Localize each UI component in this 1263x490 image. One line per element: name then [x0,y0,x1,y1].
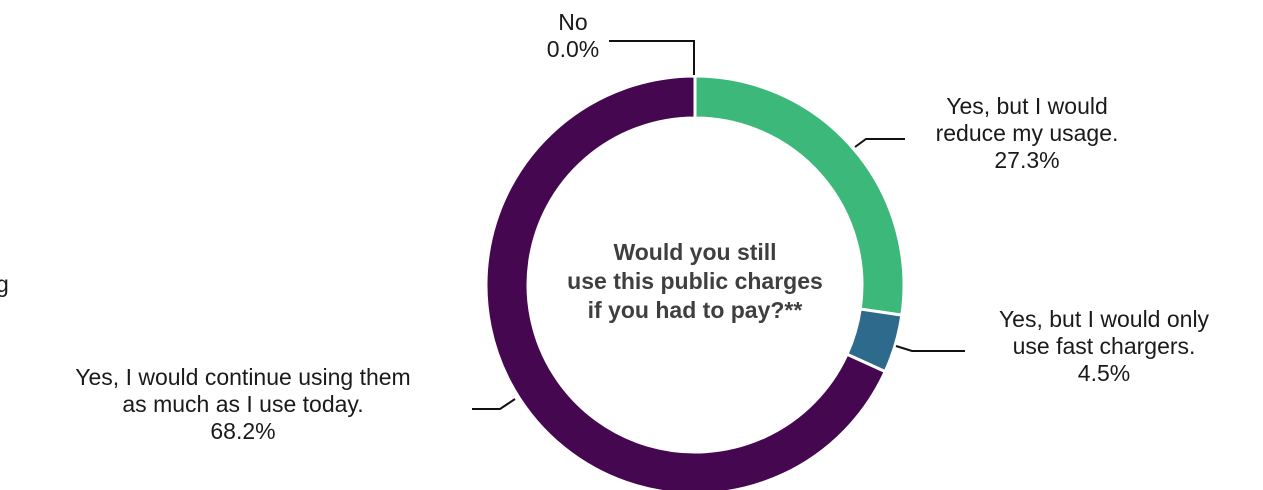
slice-label-line-1-1: reduce my usage. [936,120,1119,146]
slice-value-3: 68.2% [210,418,275,444]
slice-label-2: Yes, but I would only use fast chargers. 4… [999,306,1210,386]
donut-slices [484,74,906,490]
slice-label-0: No 0.0% [547,9,599,62]
slice-label-line-1-0: Yes, but I would [946,93,1108,119]
slice-label-line-3-1: as much as I use today. [122,391,363,417]
slice-label-line-3-0: Yes, I would continue using them [75,364,410,390]
center-question: Would you still use this public charges if… [567,239,823,323]
center-line-2: if you had to pay?** [588,297,803,323]
clipped-edge-text: g [0,271,9,297]
slice-value-1: 27.3% [994,147,1059,173]
slice-value-0: 0.0% [547,36,599,62]
slice-label-1: Yes, but I would reduce my usage. 27.3% [936,93,1119,173]
donut-slice-3 [484,74,888,490]
slice-value-2: 4.5% [1078,360,1130,386]
slice-label-line-0-0: No [558,9,587,35]
leader-line-2 [895,345,965,352]
leader-line-3 [472,398,516,410]
center-line-0: Would you still [613,239,776,265]
leader-line-1 [854,138,905,148]
slice-label-3: Yes, I would continue using them as much … [75,364,410,444]
leader-line-0 [609,40,695,75]
center-line-1: use this public charges [567,268,823,294]
slice-label-line-2-0: Yes, but I would only [999,306,1210,332]
slice-label-line-2-1: use fast chargers. [1013,333,1196,359]
slice-labels: No 0.0% Yes, but I would reduce my usage. 27… [75,9,1209,444]
leader-lines [472,40,965,410]
